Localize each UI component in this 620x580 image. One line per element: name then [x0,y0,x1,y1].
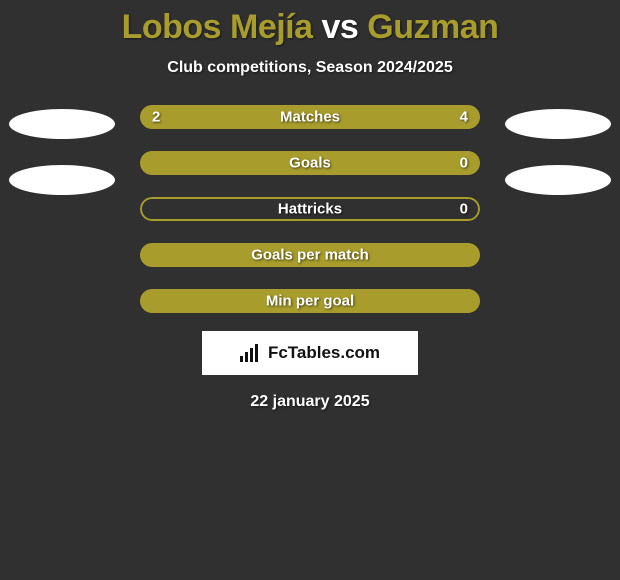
subtitle: Club competitions, Season 2024/2025 [0,59,620,77]
avatar-placeholder [505,109,611,139]
avatar-placeholder [9,109,115,139]
stat-bar: Min per goal [140,289,480,313]
player1-name: Lobos Mejía [122,8,313,46]
vs-text: vs [322,8,359,46]
comparison-panel: Lobos Mejía vs Guzman Club competitions,… [0,0,620,411]
right-avatars-column [498,105,618,195]
bar-chart-icon [240,344,262,362]
brand-box: FcTables.com [202,331,418,375]
left-avatars-column [2,105,122,195]
avatar-placeholder [505,165,611,195]
snapshot-date: 22 january 2025 [0,393,620,411]
stat-label: Hattricks [140,201,480,218]
stat-bar: 24Matches [140,105,480,129]
stats-area: 24Matches 0Goals 0Hattricks Goals per match… [0,105,620,313]
stat-bar: 0Goals [140,151,480,175]
bars-column: 24Matches 0Goals 0Hattricks Goals per match… [140,105,480,313]
stat-bar: Goals per match [140,243,480,267]
player2-name: Guzman [367,8,498,46]
brand-text: FcTables.com [268,343,380,363]
stat-bar: 0Hattricks [140,197,480,221]
avatar-placeholder [9,165,115,195]
page-title: Lobos Mejía vs Guzman [0,8,620,47]
stat-right-value: 0 [460,201,468,218]
